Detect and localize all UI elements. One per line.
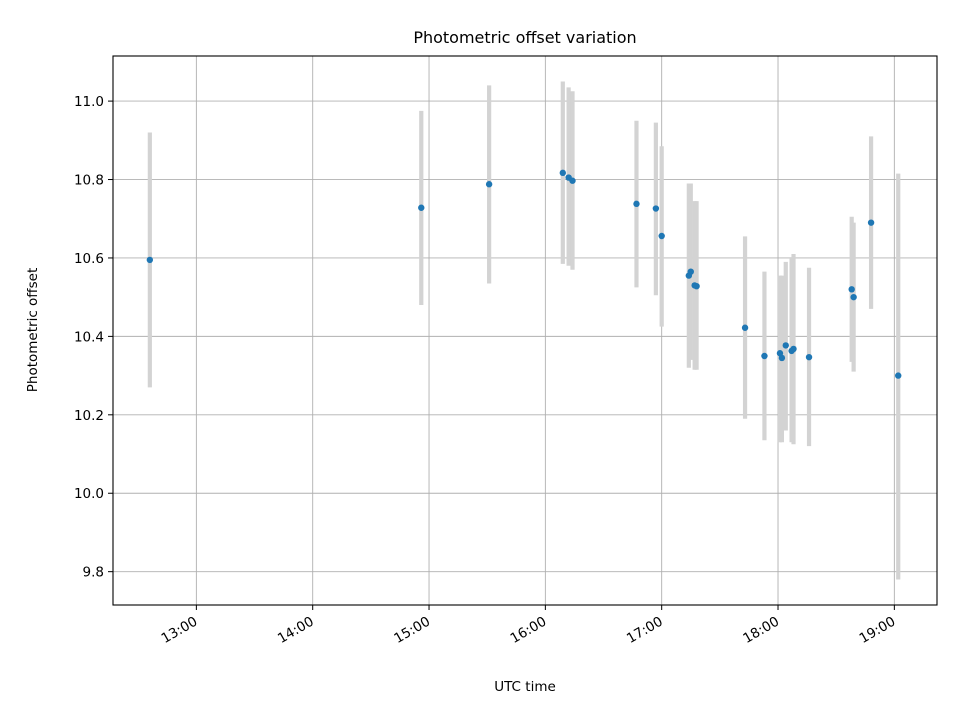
y-tick-label: 11.0 — [74, 94, 104, 110]
data-point — [778, 354, 786, 362]
y-tick-label: 10.4 — [74, 329, 104, 345]
data-point — [146, 256, 154, 264]
y-tick-label: 10.6 — [74, 251, 104, 267]
data-point — [559, 169, 567, 177]
error-bars — [147, 81, 901, 580]
data-point — [805, 353, 813, 361]
x-tick-label: 13:00 — [159, 614, 201, 647]
data-point — [848, 286, 855, 293]
data-point — [790, 345, 797, 353]
data-point — [693, 282, 700, 290]
x-tick-label: 16:00 — [508, 614, 550, 647]
data-point — [569, 177, 576, 184]
data-point — [895, 372, 902, 379]
data-point — [418, 204, 425, 211]
y-tick-label: 10.8 — [74, 173, 104, 189]
data-point — [652, 205, 660, 212]
data-point — [658, 232, 665, 240]
y-tick-label: 10.2 — [74, 408, 104, 424]
x-tick-label: 19:00 — [857, 614, 899, 647]
y-tick-label: 9.8 — [83, 565, 104, 581]
x-tick-label: 14:00 — [275, 614, 317, 647]
x-tick-label: 15:00 — [391, 614, 433, 647]
x-tick-label: 18:00 — [740, 614, 782, 647]
y-axis-label: Photometric offset — [25, 268, 41, 392]
grid-lines — [113, 56, 937, 605]
y-tick-label: 10.0 — [74, 486, 104, 502]
axis-ticks: 9.8 10.0 10.2 10.4 10.6 10.8 11.0 13:00 14:00 15:… — [74, 94, 898, 647]
data-point — [687, 268, 694, 275]
x-axis-label: UTC time — [494, 679, 556, 695]
data-point — [867, 219, 875, 226]
plot-frame — [112, 55, 938, 606]
data-point — [761, 352, 768, 360]
data-point — [633, 200, 640, 208]
chart-title: Photometric offset variation — [413, 28, 636, 47]
data-point — [850, 293, 857, 301]
data-points — [146, 169, 902, 379]
data-point — [485, 181, 493, 188]
data-point — [782, 342, 789, 349]
data-point — [741, 324, 749, 331]
x-tick-label: 17:00 — [624, 614, 666, 647]
